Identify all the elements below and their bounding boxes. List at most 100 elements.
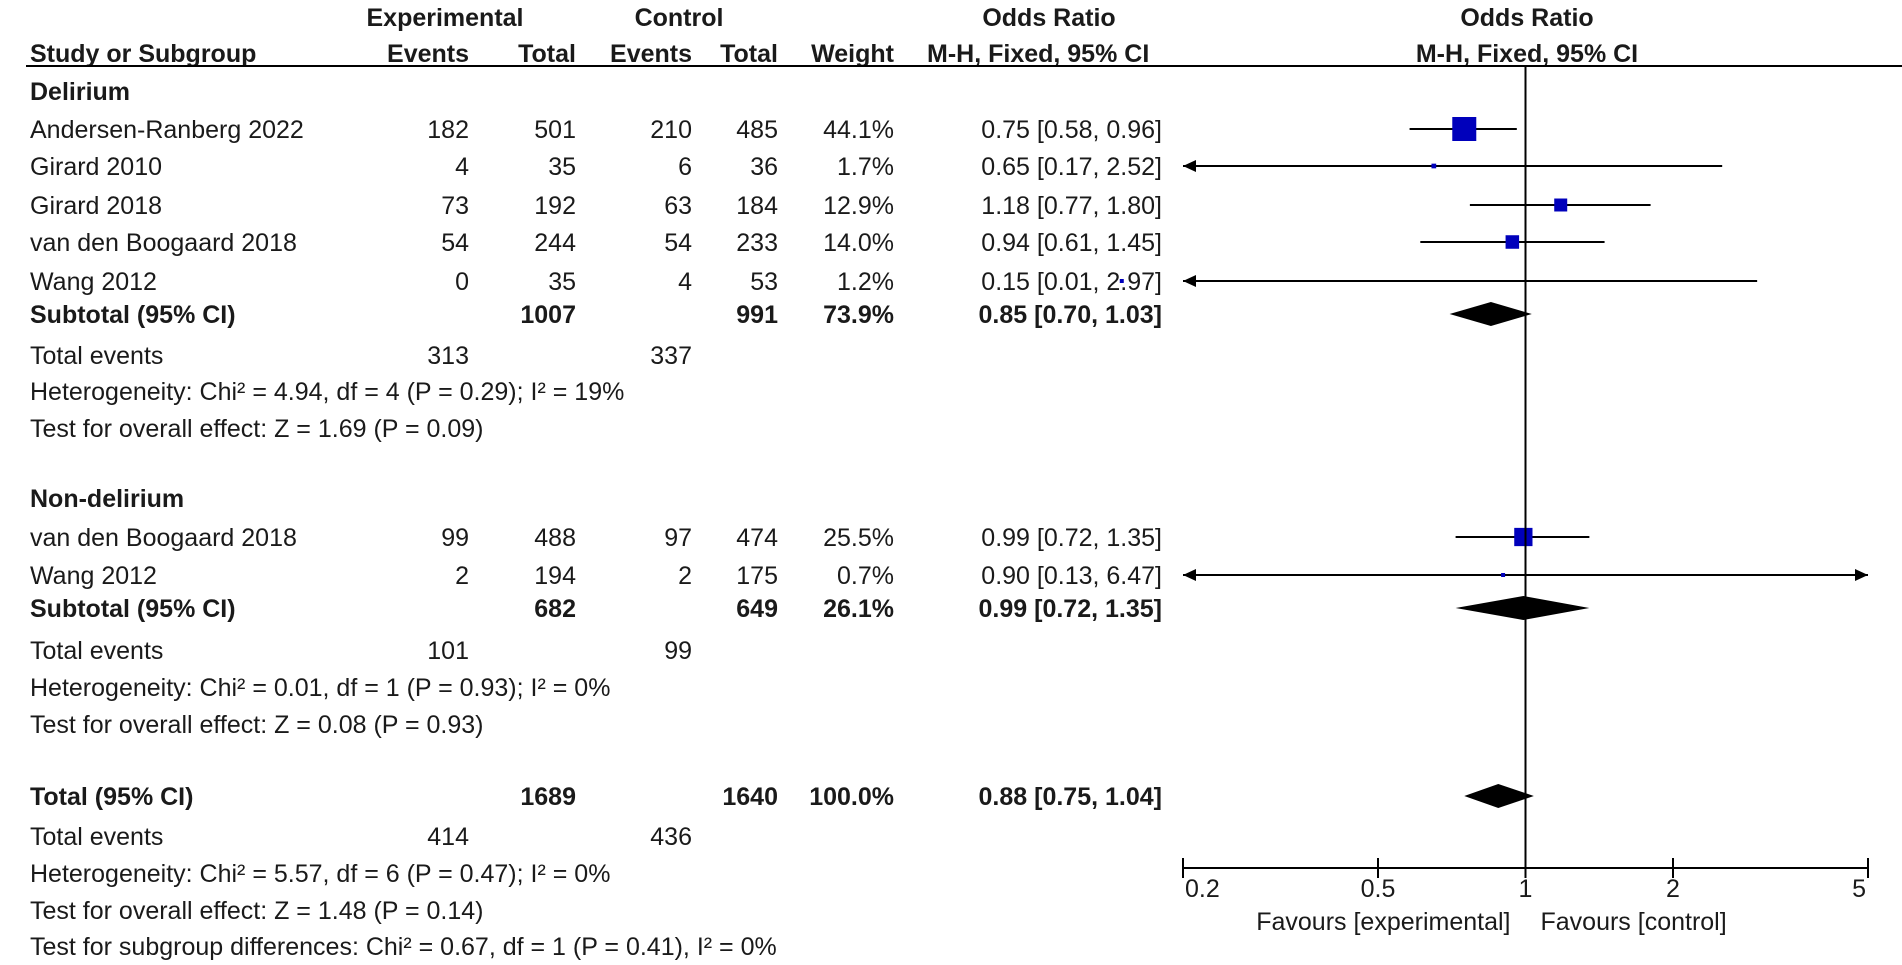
x-tick-label: 5 [1852,875,1866,903]
events1-cell: 4 [455,153,469,181]
study-row: Wang 2012 2 194 2 175 0.7% 0.90 [0.13, 6.47] [30,562,1162,590]
favours-experimental-label: Favours [experimental] [1256,908,1510,936]
total2-cell: 184 [736,192,778,220]
total2-cell: 233 [736,229,778,257]
col-study-header: Study or Subgroup [30,40,256,68]
total2-cell: 474 [736,524,778,552]
ci-cell: 0.99 [0.72, 1.35] [981,524,1162,552]
weight-cell: 1.2% [837,268,894,296]
group2-header: Control [635,4,724,32]
total1-cell: 35 [548,153,576,181]
col-events1-header: Events [387,40,469,68]
events1-cell: 2 [455,562,469,590]
events1-cell: 182 [427,116,469,144]
study-name: Girard 2010 [30,153,162,181]
weight-cell: 12.9% [823,192,894,220]
total1-cell: 244 [534,229,576,257]
col-total1-header: Total [518,40,576,68]
subtotal-diamond [1449,302,1532,326]
subtotal-total2: 649 [736,595,778,623]
ci-cell: 1.18 [0.77, 1.80] [981,192,1162,220]
study-name: Wang 2012 [30,562,157,590]
overall-heterogeneity-text: Heterogeneity: Chi² = 5.57, df = 6 (P = … [30,860,610,888]
plot-header: Odds Ratio [1460,4,1593,32]
subgroup-0: Delirium Andersen-Ranberg 2022 182 501 210 48… [30,78,1162,443]
overall-ci: 0.88 [0.75, 1.04] [979,783,1162,811]
heterogeneity-text: Heterogeneity: Chi² = 0.01, df = 1 (P = … [30,674,610,702]
overall-section: Total (95% CI) 1689 1640 100.0% 0.88 [0.75, … [30,783,1162,961]
events2-cell: 6 [678,153,692,181]
ci-cell: 0.15 [0.01, 2.97] [981,268,1162,296]
study-marker [1469,198,1651,212]
study-row: van den Boogaard 2018 54 244 54 233 14.0% 0.94… [30,229,1162,257]
table-body: Delirium Andersen-Ranberg 2022 182 501 210 48… [30,78,1162,961]
overall-diamond [1464,784,1534,808]
total-events2: 337 [650,342,692,370]
x-tick-label: 0.2 [1185,875,1220,903]
ci-arrow-left [1183,275,1196,287]
subtotal-ci: 0.85 [0.70, 1.03] [979,301,1162,329]
events1-cell: 73 [441,192,469,220]
study-row: Girard 2010 4 35 6 36 1.7% 0.65 [0.17, 2.52] [30,153,1162,181]
x-axis: 0.2 0.5 1 2 5 Favours [experimental] Favours [… [1182,858,1869,936]
effect-marker [1554,198,1568,212]
subtotal-weight: 26.1% [823,595,894,623]
x-tick-label: 0.5 [1361,875,1396,903]
total-events1: 101 [427,637,469,665]
total2-cell: 53 [750,268,778,296]
events1-cell: 99 [441,524,469,552]
effect-marker [1119,279,1124,283]
ci-arrow-left [1183,569,1196,581]
events2-cell: 54 [664,229,692,257]
total1-cell: 488 [534,524,576,552]
ci-cell: 0.90 [0.13, 6.47] [981,562,1162,590]
effect-marker [1452,117,1477,141]
overall-events-label: Total events [30,823,163,851]
ci-cell: 0.94 [0.61, 1.45] [981,229,1162,257]
x-tick-label: 2 [1666,875,1680,903]
overall-effect-text: Test for overall effect: Z = 1.48 (P = 0… [30,897,483,925]
plot-method-header: M-H, Fixed, 95% CI [1416,40,1638,68]
subgroup-differences-text: Test for subgroup differences: Chi² = 0.… [30,933,777,961]
subtotal-ci: 0.99 [0.72, 1.35] [979,595,1162,623]
effect-header: Odds Ratio [982,4,1115,32]
events1-cell: 54 [441,229,469,257]
x-tick-label: 1 [1519,875,1533,903]
study-name: Wang 2012 [30,268,157,296]
subtotal-weight: 73.9% [823,301,894,329]
effect-marker [1431,163,1437,169]
subtotal-label: Subtotal (95% CI) [30,595,236,623]
study-name: Andersen-Ranberg 2022 [30,116,304,144]
weight-cell: 44.1% [823,116,894,144]
study-name: van den Boogaard 2018 [30,229,297,257]
ci-arrow-left [1183,160,1196,172]
events2-cell: 63 [664,192,692,220]
total1-cell: 192 [534,192,576,220]
subtotal-total2: 991 [736,301,778,329]
col-weight-header: Weight [811,40,895,68]
study-name: Girard 2018 [30,192,162,220]
events2-cell: 4 [678,268,692,296]
group1-header: Experimental [366,4,523,32]
overall-label: Total (95% CI) [30,783,193,811]
study-name: van den Boogaard 2018 [30,524,297,552]
events2-cell: 97 [664,524,692,552]
heterogeneity-text: Heterogeneity: Chi² = 4.94, df = 4 (P = … [30,378,624,406]
study-row: Girard 2018 73 192 63 184 12.9% 1.18 [0.77, 1.… [30,192,1162,220]
study-marker [1183,160,1723,172]
col-method-header: M-H, Fixed, 95% CI [927,40,1149,68]
overall-events2: 436 [650,823,692,851]
total2-cell: 485 [736,116,778,144]
overall-events1: 414 [427,823,469,851]
total-events-label: Total events [30,637,163,665]
weight-cell: 25.5% [823,524,894,552]
col-total2-header: Total [720,40,778,68]
total1-cell: 35 [548,268,576,296]
subgroup-title: Non-delirium [30,485,184,513]
study-row: van den Boogaard 2018 99 488 97 474 25.5% 0.99… [30,524,1162,552]
total1-cell: 501 [534,116,576,144]
ci-cell: 0.65 [0.17, 2.52] [981,153,1162,181]
subtotal-total1: 682 [534,595,576,623]
study-row: Andersen-Ranberg 2022 182 501 210 485 44.1% 0.… [30,116,1162,144]
